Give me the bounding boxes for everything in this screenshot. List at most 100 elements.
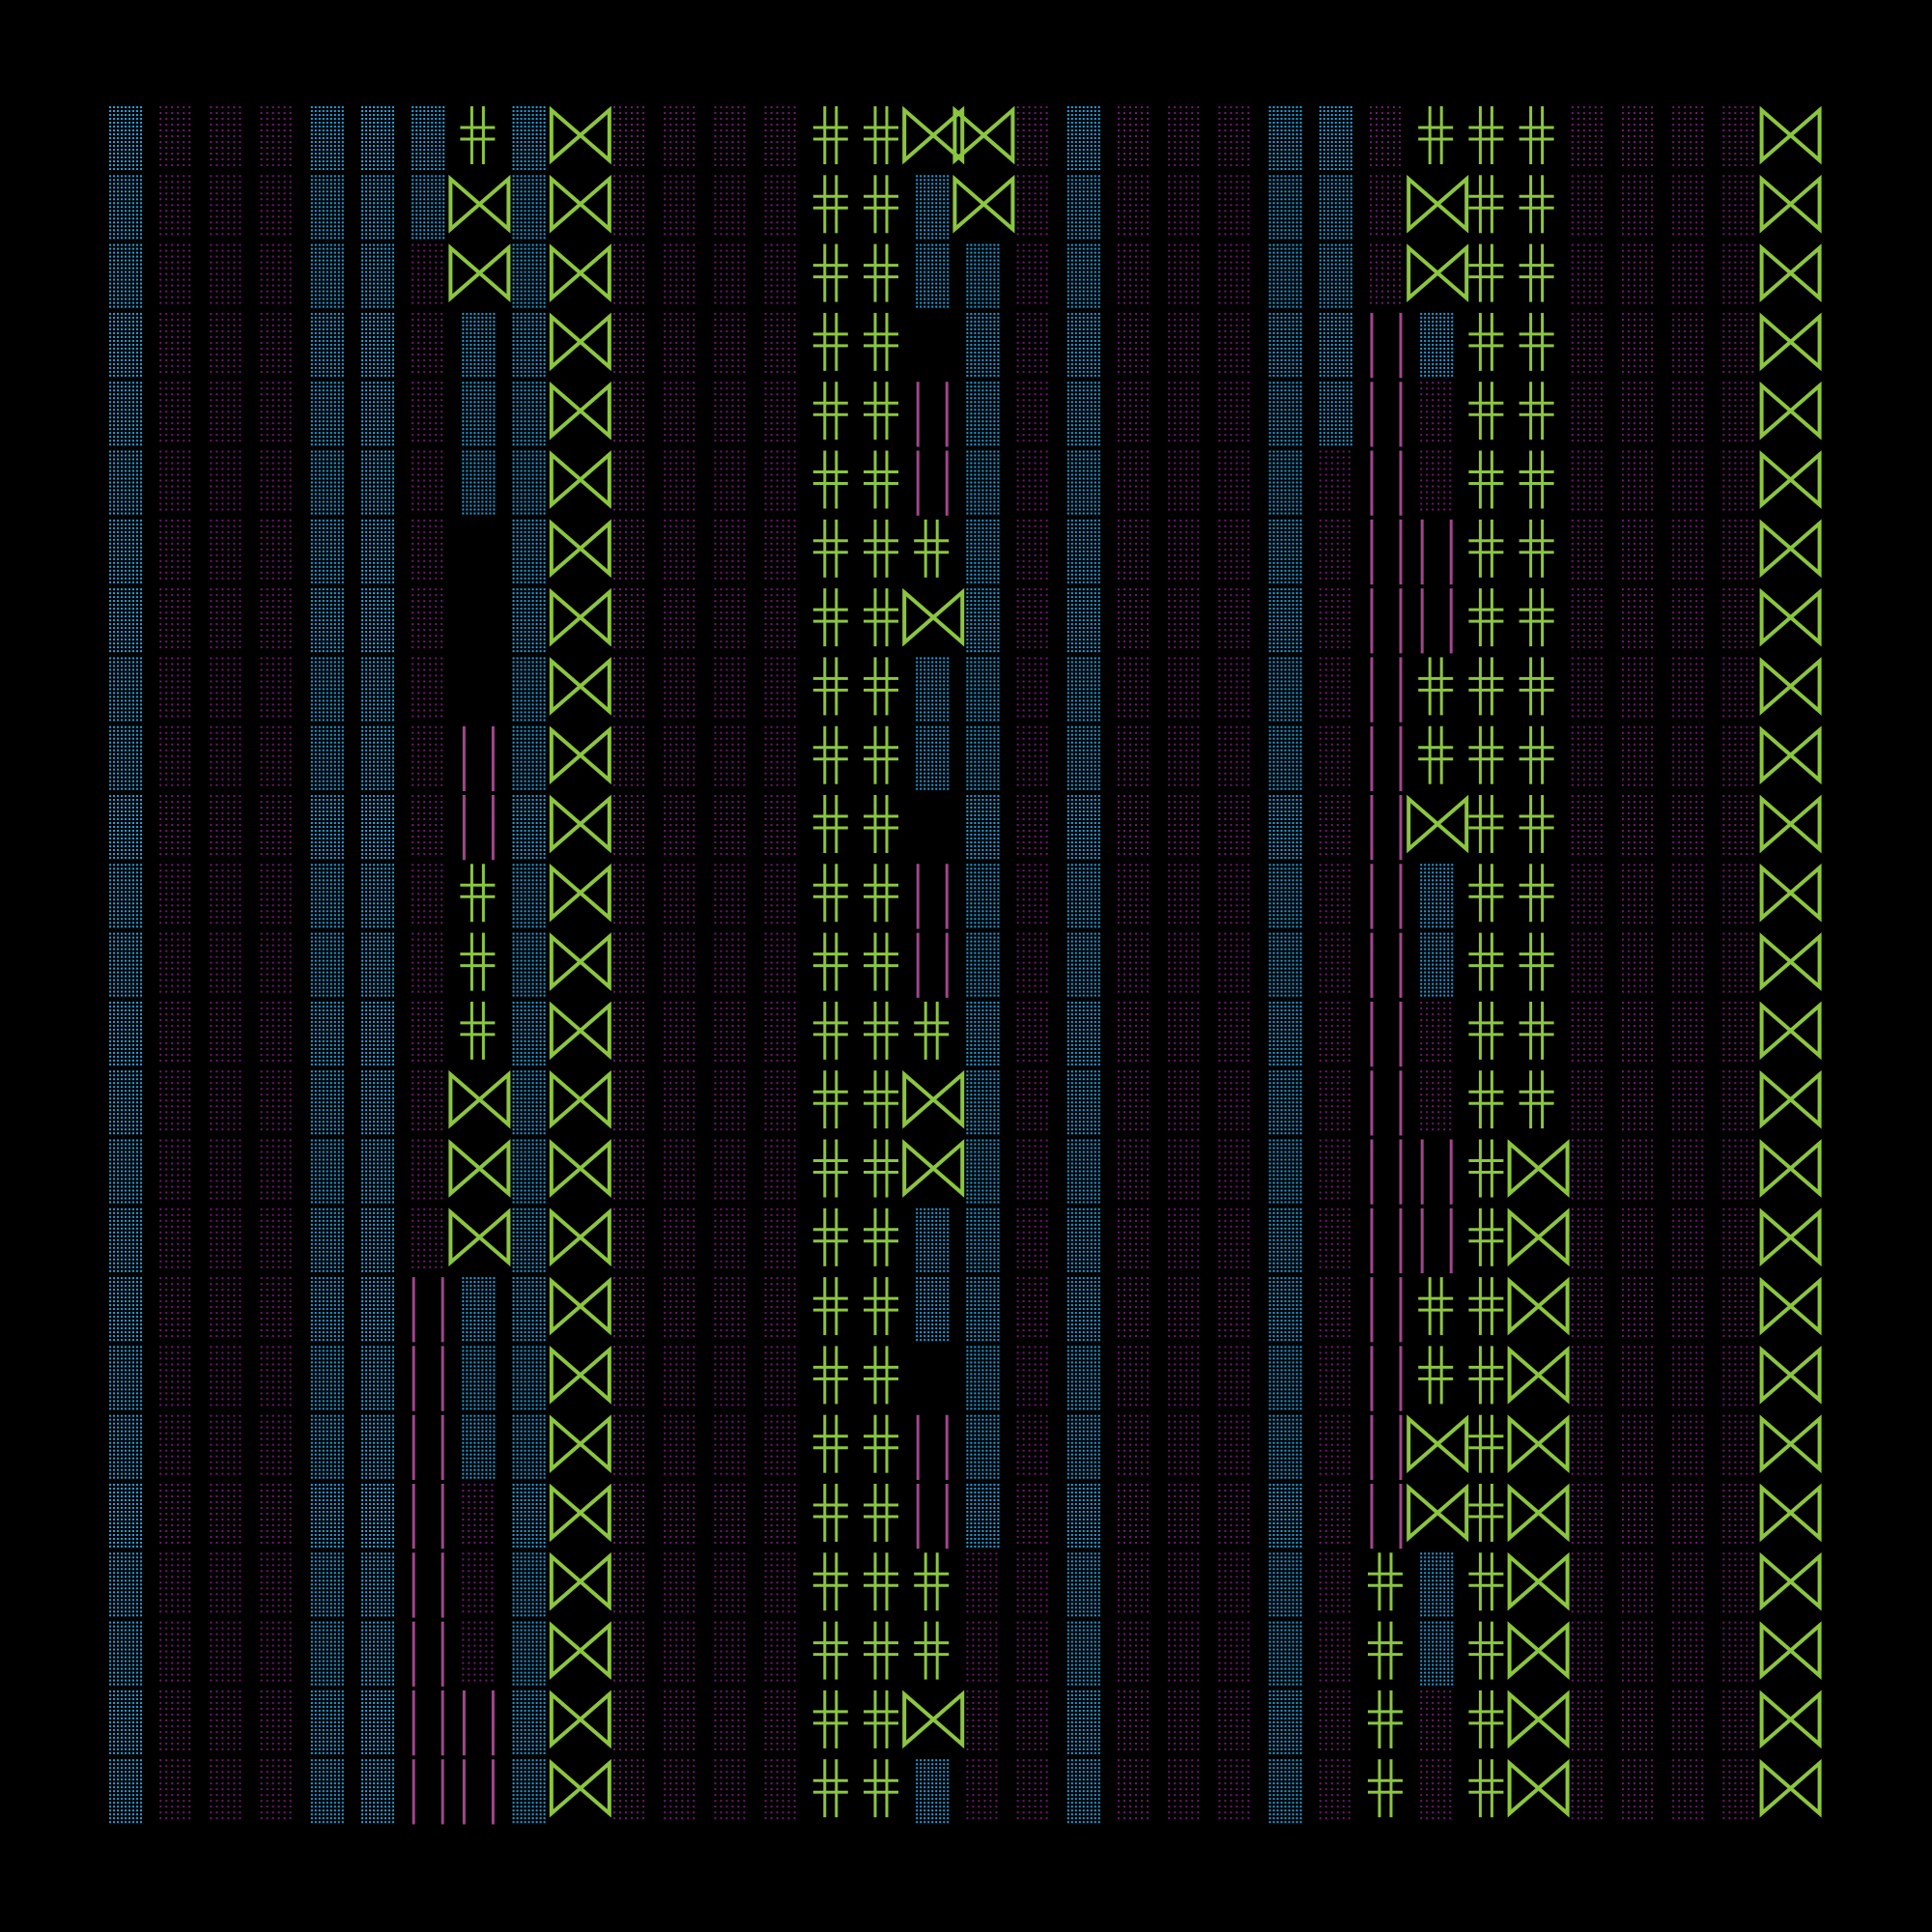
- glyph-cell-purple-dots: [210, 933, 241, 993]
- glyph-cell-purple-dots: [412, 1070, 442, 1130]
- glyph-cell-purple-dots: [412, 451, 442, 511]
- glyph-cell-bowtie: [1762, 524, 1820, 574]
- glyph-cell-double-cross: [813, 864, 848, 922]
- glyph-cell-double-cross: [1520, 588, 1554, 646]
- glyph-cell-purple-dots: [613, 520, 644, 580]
- glyph-cell-purple-dots: [261, 657, 292, 717]
- glyph-cell-purple-dots: [159, 933, 190, 993]
- glyph-cell-purple-dots: [1622, 106, 1653, 166]
- glyph-cell-purple-dots: [613, 382, 644, 441]
- glyph-cell-purple-dots: [1168, 1277, 1199, 1337]
- glyph-cell-double-cross: [1468, 1622, 1503, 1680]
- glyph-cell-purple-dots: [765, 520, 796, 580]
- glyph-cell-purple-dots: [765, 244, 796, 304]
- glyph-cell-purple-dots: [1622, 1690, 1653, 1750]
- glyph-cell-purple-dots: [1622, 933, 1653, 993]
- glyph-cell-purple-dots: [412, 1208, 442, 1268]
- glyph-cell-bowtie: [1762, 1350, 1820, 1400]
- glyph-cell-purple-dots: [412, 244, 442, 304]
- glyph-cell-blue-dots: [462, 451, 495, 515]
- glyph-cell-double-cross: [914, 520, 949, 578]
- glyph-cell-purple-dots: [1218, 106, 1249, 166]
- glyph-cell-blue-dots: [966, 382, 999, 445]
- glyph-cell-bowtie: [1762, 179, 1820, 229]
- glyph-cell-purple-dots: [664, 1140, 695, 1200]
- glyph-cell-purple-dots: [1572, 382, 1603, 441]
- glyph-cell-purple-dots: [714, 106, 745, 166]
- glyph-cell-purple-dots: [1017, 1208, 1048, 1268]
- glyph-cell-bowtie: [552, 1763, 610, 1813]
- glyph-cell-double-cross: [1468, 1208, 1503, 1266]
- glyph-cell-bowtie: [450, 1144, 508, 1194]
- glyph-cell-double-cross: [813, 382, 848, 440]
- glyph-cell-purple-dots: [159, 726, 190, 786]
- glyph-cell-purple-dots: [664, 520, 695, 580]
- glyph-cell-purple-dots: [1672, 1002, 1703, 1062]
- glyph-cell-double-bar: [1372, 1346, 1401, 1410]
- glyph-cell-double-bar: [413, 1622, 442, 1687]
- glyph-cell-purple-dots: [261, 313, 292, 373]
- glyph-cell-bowtie: [450, 248, 508, 298]
- glyph-cell-blue-dots: [109, 588, 142, 652]
- glyph-cell-purple-dots: [1572, 1690, 1603, 1750]
- glyph-cell-purple-dots: [714, 382, 745, 441]
- glyph-cell-purple-dots: [1320, 1070, 1350, 1130]
- glyph-cell-double-cross: [864, 1208, 898, 1266]
- glyph-cell-double-cross: [1468, 1070, 1503, 1128]
- glyph-cell-purple-dots: [1017, 451, 1048, 511]
- glyph-cell-purple-dots: [1722, 1070, 1753, 1130]
- glyph-cell-blue-dots: [361, 588, 394, 652]
- glyph-cell-purple-dots: [1320, 1346, 1350, 1406]
- glyph-cell-purple-dots: [1622, 1070, 1653, 1130]
- glyph-cell-purple-dots: [261, 1070, 292, 1130]
- glyph-cell-bowtie: [1408, 248, 1466, 298]
- glyph-cell-purple-dots: [664, 726, 695, 786]
- glyph-cell-blue-dots: [513, 1552, 546, 1616]
- glyph-cell-blue-dots: [311, 726, 344, 790]
- glyph-cell-bowtie: [1762, 1074, 1820, 1124]
- glyph-cell-blue-dots: [311, 795, 344, 859]
- glyph-cell-purple-dots: [613, 657, 644, 717]
- glyph-cell-purple-dots: [613, 1070, 644, 1130]
- glyph-cell-blue-dots: [361, 1070, 394, 1134]
- glyph-cell-purple-dots: [412, 795, 442, 855]
- glyph-cell-purple-dots: [1672, 726, 1703, 786]
- glyph-cell-purple-dots: [1722, 1002, 1753, 1062]
- glyph-cell-blue-dots: [1269, 1208, 1302, 1272]
- glyph-cell-blue-dots: [311, 1690, 344, 1754]
- glyph-cell-blue-dots: [462, 1346, 495, 1409]
- glyph-cell-purple-dots: [261, 451, 292, 511]
- glyph-cell-purple-dots: [1672, 1690, 1703, 1750]
- glyph-cell-purple-dots: [1168, 1415, 1199, 1475]
- glyph-cell-purple-dots: [1672, 1070, 1703, 1130]
- glyph-cell-purple-dots: [1017, 1759, 1048, 1819]
- glyph-cell-purple-dots: [1622, 1552, 1653, 1612]
- glyph-cell-blue-dots: [109, 1140, 142, 1204]
- glyph-cell-purple-dots: [1118, 1208, 1149, 1268]
- glyph-cell-purple-dots: [1622, 795, 1653, 855]
- glyph-cell-purple-dots: [1218, 1484, 1249, 1544]
- glyph-cell-double-bar: [1372, 520, 1401, 584]
- glyph-cell-bowtie: [1762, 1006, 1820, 1056]
- glyph-cell-blue-dots: [311, 1277, 344, 1341]
- glyph-cell-blue-dots: [513, 451, 546, 515]
- glyph-cell-double-cross: [1520, 106, 1554, 164]
- glyph-cell-purple-dots: [1320, 1208, 1350, 1268]
- glyph-cell-purple-dots: [613, 175, 644, 235]
- glyph-cell-double-cross: [1520, 382, 1554, 440]
- glyph-cell-purple-dots: [1622, 1277, 1653, 1337]
- glyph-cell-purple-dots: [714, 1690, 745, 1750]
- glyph-cell-bowtie: [1762, 1281, 1820, 1331]
- glyph-cell-blue-dots: [361, 106, 394, 170]
- glyph-cell-double-cross: [1468, 1484, 1503, 1542]
- glyph-cell-purple-dots: [210, 1002, 241, 1062]
- glyph-cell-purple-dots: [714, 313, 745, 373]
- glyph-cell-purple-dots: [1118, 1140, 1149, 1200]
- glyph-cell-blue-dots: [1067, 657, 1100, 721]
- glyph-cell-blue-dots: [1269, 244, 1302, 308]
- glyph-cell-bowtie: [552, 317, 610, 367]
- glyph-cell-purple-dots: [1168, 1552, 1199, 1612]
- glyph-cell-blue-dots: [311, 1484, 344, 1548]
- glyph-cell-purple-dots: [1118, 1415, 1149, 1475]
- glyph-cell-double-cross: [864, 382, 898, 440]
